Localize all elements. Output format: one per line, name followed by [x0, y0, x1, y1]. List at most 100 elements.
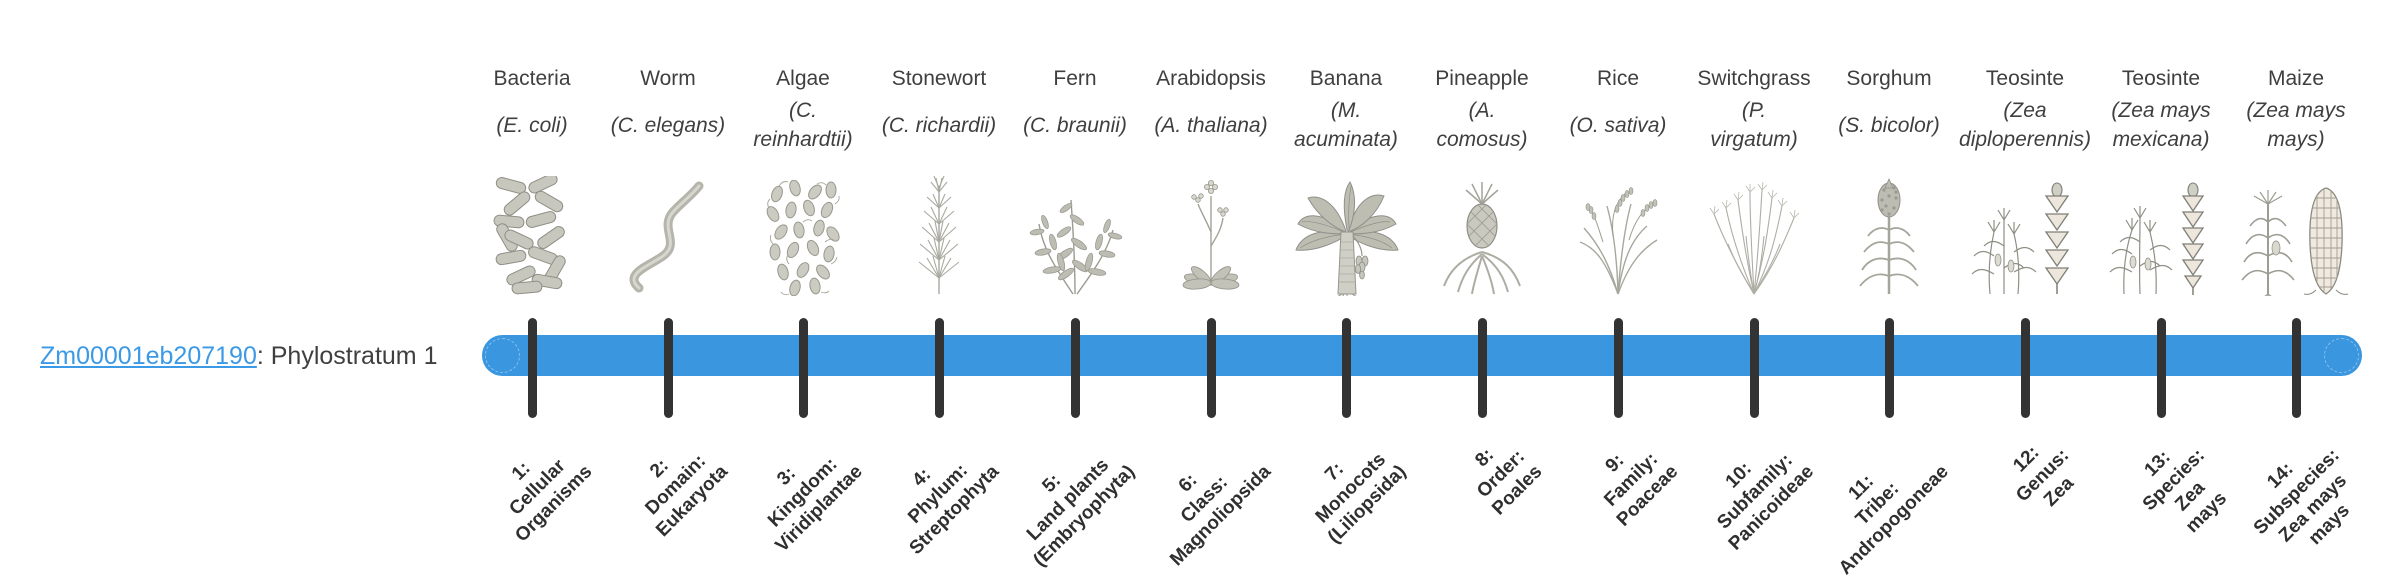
- taxon-common-name: Fern: [1053, 67, 1097, 90]
- organism-figure: [1945, 168, 2105, 296]
- taxon-column-teosinte-diploperennis: Teosinte (Zea diploperennis): [1935, 64, 2115, 511]
- stratum-tick-8: [1477, 318, 1487, 418]
- stratum-label-12: 12: Genus: Zea: [2008, 442, 2078, 511]
- taxon-column-pineapple: Pineapple (A. comosus): [1392, 64, 1572, 519]
- taxon-column-fern: Fern (C. braunii): [985, 64, 1165, 571]
- taxon-common-name: Teosinte: [1985, 67, 2065, 90]
- taxon-column-teosinte-mexicana: Teosinte (Zea mays mexicana): [2071, 64, 2251, 537]
- organism-figure: [452, 168, 612, 296]
- worm-icon: [629, 181, 704, 293]
- bar-left-cap: [485, 338, 520, 373]
- stratum-label-6: 6: Class: Magnoliopsida: [1166, 461, 1276, 571]
- taxon-species-name: (Zea mays mexicana): [2111, 99, 2211, 151]
- taxon-column-stonewort: Stonewort (C. richardii): [849, 64, 1029, 559]
- taxon-species-name: (A. thaliana): [1154, 113, 1268, 137]
- organism-figure: [995, 168, 1155, 296]
- maize-icon: [2241, 187, 2349, 296]
- organism-figure: [2216, 168, 2376, 296]
- arabidopsis-icon: [1182, 180, 1240, 290]
- stratum-tick-4: [934, 318, 944, 418]
- stratum-label-13: 13: Species: Zea mays: [2138, 444, 2231, 538]
- teosinte-diploperennis-icon: [1971, 182, 2070, 295]
- stratum-tick-11: [1884, 318, 1894, 418]
- stratum-tick-12: [2020, 318, 2030, 418]
- taxon-common-name: Banana: [1309, 67, 1383, 90]
- stratum-label-9: 9: Family: Poaceae: [1600, 448, 1683, 531]
- sorghum-icon: [1859, 178, 1919, 294]
- taxon-species-name: (A. comosus): [1436, 99, 1528, 151]
- stratum-label-3: 3: Kingdom: Viridiplantae: [764, 453, 868, 557]
- organism-figure: [859, 168, 1019, 296]
- taxon-species-name: (E. coli): [496, 113, 568, 137]
- taxon-common-name: Teosinte: [2121, 67, 2201, 90]
- taxon-column-banana: Banana (M. acuminata): [1256, 64, 1436, 548]
- stratum-tick-6: [1206, 318, 1216, 418]
- phylostratum-text: : Phylostratum 1: [256, 342, 438, 370]
- stratum-label-1: 1: Cellular Organisms: [505, 455, 597, 547]
- stratum-label-8: 8: Order: Poales: [1471, 444, 1547, 520]
- organism-figure: [1131, 168, 1291, 296]
- stratum-tick-3: [798, 318, 808, 418]
- stratum-tick-9: [1613, 318, 1623, 418]
- teosinte-mexicana-icon: [2109, 182, 2205, 295]
- gene-label: Zm00001eb207190: Phylostratum 1: [40, 342, 438, 370]
- taxon-species-name: (C. reinhardtii): [753, 99, 853, 151]
- stratum-label-10: 10: Subfamily: Panicoideae: [1713, 449, 1819, 555]
- stratum-label-2: 2: Domain: Eukaryota: [641, 450, 733, 542]
- taxon-column-sorghum: Sorghum (S. bicolor): [1799, 64, 1979, 579]
- stratum-label-5: 5: Land plants (Embryophyta): [1022, 454, 1140, 571]
- stratum-label-11: 11: Tribe: Andropogoneae: [1835, 461, 1954, 580]
- organism-figure: [1266, 168, 1426, 296]
- stratum-tick-2: [663, 318, 673, 418]
- organism-figure: [588, 168, 748, 296]
- taxon-species-name: (P. virgatum): [1710, 99, 1798, 151]
- taxon-common-name: Bacteria: [493, 67, 571, 90]
- taxon-species-name: (C. elegans): [610, 113, 726, 137]
- bar-right-cap: [2324, 338, 2359, 373]
- taxon-species-name: (C. braunii): [1023, 113, 1127, 137]
- taxon-common-name: Worm: [640, 67, 696, 90]
- bacteria-icon: [493, 176, 566, 295]
- pineapple-icon: [1443, 182, 1521, 295]
- stratum-tick-7: [1341, 318, 1351, 418]
- taxon-species-name: (C. richardii): [881, 113, 997, 137]
- stratum-tick-13: [2156, 318, 2166, 418]
- taxon-species-name: (Zea diploperennis): [1959, 99, 2091, 151]
- taxon-species-name: (Zea mays mays): [2246, 99, 2346, 151]
- taxon-column-bacteria: Bacteria (E. coli): [442, 64, 622, 546]
- organism-figure: [723, 168, 883, 296]
- taxon-column-arabidopsis: Arabidopsis (A. thaliana): [1121, 64, 1301, 570]
- switchgrass-icon: [1709, 181, 1800, 295]
- taxon-column-switchgrass: Switchgrass (P. virgatum): [1664, 64, 1844, 554]
- stratum-label-4: 4: Phylum: Streptophyta: [904, 459, 1004, 559]
- stratum-tick-5: [1070, 318, 1080, 418]
- organism-figure: [1809, 168, 1969, 296]
- taxon-common-name: Rice: [1596, 67, 1639, 90]
- stratum-tick-10: [1749, 318, 1759, 418]
- taxon-common-name: Maize: [2267, 67, 2325, 90]
- taxon-column-rice: Rice (O. sativa): [1528, 64, 1708, 531]
- phylostratum-bar: [482, 335, 2362, 376]
- taxon-column-worm: Worm (C. elegans) 2: Domain: Eukaryota: [578, 64, 758, 541]
- stratum-tick-1: [527, 318, 537, 418]
- gene-id-link[interactable]: Zm00001eb207190: [40, 342, 257, 370]
- organism-figure: [1674, 168, 1834, 296]
- organism-figure: [1402, 168, 1562, 296]
- taxon-common-name: Sorghum: [1846, 67, 1932, 90]
- stratum-label-7: 7: Monocots (Liliopsida): [1311, 449, 1411, 548]
- taxon-common-name: Arabidopsis: [1156, 67, 1266, 90]
- taxon-species-name: (M. acuminata): [1294, 99, 1398, 151]
- taxon-common-name: Switchgrass: [1697, 67, 1811, 90]
- taxon-column-algae: Algae (C. reinhardtii): [713, 64, 893, 556]
- taxon-common-name: Pineapple: [1435, 67, 1529, 90]
- banana-icon: [1295, 181, 1399, 296]
- rice-icon: [1579, 187, 1658, 295]
- taxon-common-name: Algae: [776, 67, 830, 90]
- taxon-species-name: (O. sativa): [1569, 113, 1667, 137]
- organism-figure: [2081, 168, 2241, 296]
- stratum-tick-14: [2291, 318, 2301, 418]
- organism-figure: [1538, 168, 1698, 296]
- taxon-species-name: (S. bicolor): [1838, 113, 1940, 137]
- stratum-label-14: 14: Subspecies: Zea mays mays: [2249, 444, 2354, 550]
